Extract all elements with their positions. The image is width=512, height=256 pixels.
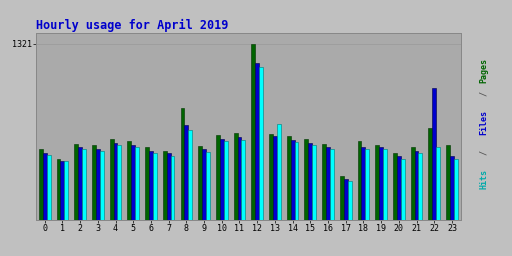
Bar [224, 141, 228, 220]
Bar [74, 144, 78, 220]
Bar [361, 147, 366, 220]
Bar [100, 151, 103, 220]
Bar [432, 88, 436, 220]
Bar [181, 108, 184, 220]
Bar [167, 153, 170, 220]
Bar [255, 63, 259, 220]
Bar [393, 153, 397, 220]
Bar [206, 152, 210, 220]
Bar [242, 140, 245, 220]
Bar [251, 44, 255, 220]
Text: /: / [480, 145, 488, 160]
Bar [135, 147, 139, 220]
Bar [269, 134, 273, 220]
Text: Files: Files [480, 111, 488, 135]
Bar [454, 159, 458, 220]
Bar [202, 149, 206, 220]
Bar [429, 128, 432, 220]
Bar [131, 145, 135, 220]
Bar [238, 137, 242, 220]
Bar [357, 141, 361, 220]
Bar [220, 139, 224, 220]
Bar [379, 147, 383, 220]
Bar [92, 145, 96, 220]
Bar [163, 151, 167, 220]
Bar [216, 135, 220, 220]
Bar [78, 147, 82, 220]
Bar [56, 159, 60, 220]
Bar [42, 153, 47, 220]
Bar [312, 145, 316, 220]
Text: /: / [480, 86, 488, 101]
Bar [415, 151, 418, 220]
Bar [47, 155, 51, 220]
Bar [436, 147, 440, 220]
Bar [110, 139, 114, 220]
Text: Hits: Hits [480, 169, 488, 189]
Bar [291, 140, 294, 220]
Bar [60, 161, 65, 220]
Bar [375, 145, 379, 220]
Bar [96, 150, 100, 220]
Bar [287, 136, 291, 220]
Bar [446, 145, 450, 220]
Bar [233, 133, 238, 220]
Bar [184, 125, 188, 220]
Bar [82, 149, 86, 220]
Bar [411, 147, 415, 220]
Bar [114, 143, 117, 220]
Text: Hourly usage for April 2019: Hourly usage for April 2019 [36, 19, 228, 32]
Bar [401, 159, 404, 220]
Bar [340, 176, 344, 220]
Bar [450, 156, 454, 220]
Bar [383, 150, 387, 220]
Bar [330, 149, 334, 220]
Bar [366, 150, 369, 220]
Bar [153, 153, 157, 220]
Bar [344, 179, 348, 220]
Bar [127, 141, 131, 220]
Text: Pages: Pages [480, 58, 488, 83]
Bar [117, 145, 121, 220]
Bar [259, 67, 263, 220]
Bar [198, 146, 202, 220]
Bar [418, 153, 422, 220]
Bar [145, 147, 149, 220]
Bar [322, 144, 326, 220]
Bar [397, 156, 401, 220]
Bar [348, 181, 352, 220]
Bar [308, 143, 312, 220]
Bar [277, 124, 281, 220]
Bar [39, 150, 42, 220]
Bar [273, 136, 277, 220]
Bar [170, 156, 175, 220]
Bar [188, 130, 192, 220]
Bar [294, 143, 298, 220]
Bar [65, 162, 68, 220]
Bar [305, 139, 308, 220]
Bar [326, 147, 330, 220]
Bar [149, 151, 153, 220]
